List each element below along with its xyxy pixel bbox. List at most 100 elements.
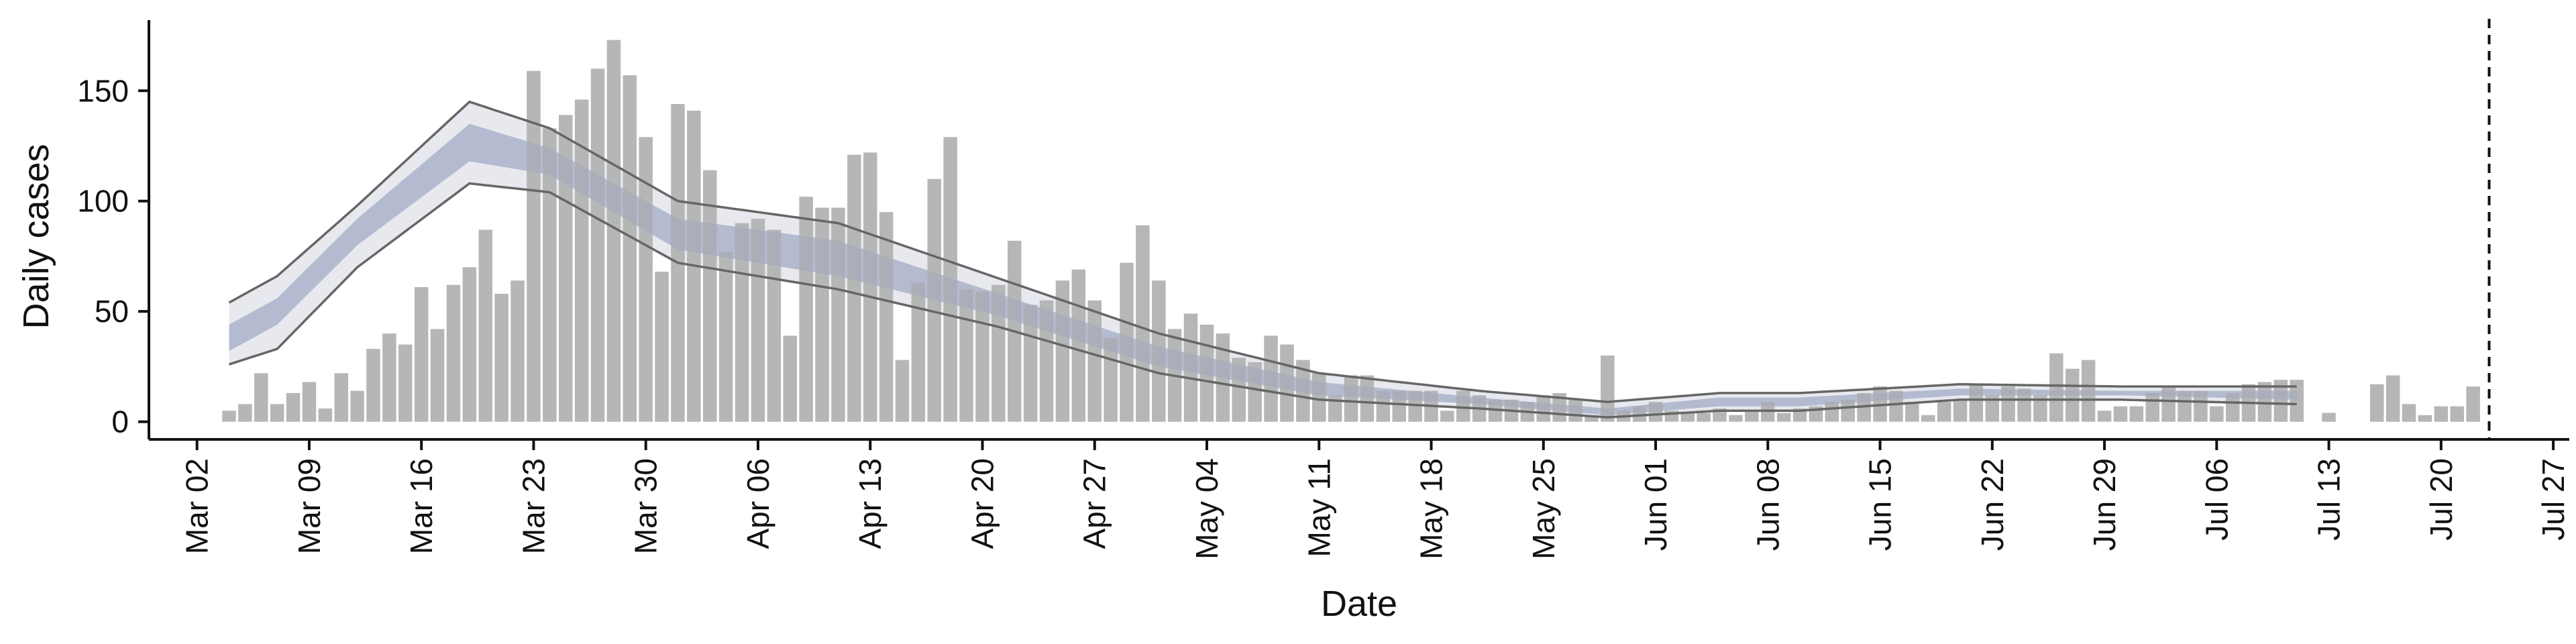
- bar-day-116: [2049, 353, 2063, 422]
- bar-day-67: [1264, 335, 1278, 422]
- bar-day-66: [1248, 362, 1262, 422]
- bar-day-59: [1136, 225, 1150, 422]
- band-50-area: [229, 123, 2297, 415]
- bar-day-139: [2418, 415, 2432, 422]
- bar-day-64: [1216, 333, 1230, 422]
- x-tick-label: Mar 02: [180, 458, 215, 554]
- x-tick-label: May 18: [1414, 458, 1449, 559]
- x-tick-label: Mar 16: [404, 458, 439, 554]
- x-tick-label: Mar 30: [629, 458, 663, 554]
- bar-day-55: [1071, 269, 1086, 422]
- bar-day-20: [511, 280, 525, 422]
- y-axis-ticks: 0 50 100 150: [77, 73, 149, 439]
- estimate-bound-lines: [228, 100, 2297, 419]
- bar-day-133: [2322, 413, 2336, 422]
- daily-cases-bars: [222, 40, 2480, 422]
- bar-day-138: [2402, 404, 2416, 422]
- x-tick-label: Mar 09: [292, 458, 327, 554]
- bar-day-109: [1937, 402, 1951, 422]
- bar-day-96: [1729, 415, 1743, 422]
- bar-day-46: [927, 178, 941, 422]
- bar-day-65: [1232, 358, 1246, 422]
- bar-day-84: [1536, 395, 1550, 422]
- bar-day-142: [2466, 386, 2480, 422]
- y-axis-label: Daily cases: [16, 144, 56, 329]
- bar-day-125: [2194, 390, 2208, 422]
- bar-day-93: [1680, 413, 1695, 422]
- upper-bound-line: [228, 100, 2297, 403]
- bar-day-8: [318, 408, 333, 422]
- y-tick-label: 150: [77, 73, 129, 108]
- bar-day-87: [1585, 415, 1599, 422]
- bar-day-115: [2033, 395, 2047, 422]
- bar-day-91: [1648, 402, 1663, 422]
- lower-bound-line: [228, 182, 2297, 419]
- bar-day-15: [430, 329, 445, 422]
- bar-day-99: [1776, 413, 1791, 422]
- bar-day-22: [543, 128, 557, 422]
- x-tick-label: May 25: [1526, 458, 1561, 559]
- bar-day-21: [527, 70, 541, 422]
- bar-day-24: [574, 99, 589, 422]
- bar-day-14: [414, 287, 429, 422]
- bar-day-25: [590, 68, 605, 422]
- x-tick-label: May 11: [1301, 458, 1336, 557]
- bar-day-47: [943, 137, 957, 422]
- x-tick-label: Jun 29: [2087, 458, 2122, 551]
- x-tick-label: Apr 20: [965, 458, 1000, 549]
- bar-day-72: [1344, 375, 1358, 422]
- y-tick-label: 50: [95, 294, 129, 329]
- bar-day-23: [559, 115, 573, 422]
- bar-day-45: [911, 282, 926, 422]
- bar-day-90: [1632, 406, 1647, 422]
- x-axis-ticks: Mar 02 Mar 09 Mar 16 Mar 23 Mar 30 Apr 06 Apr …: [180, 439, 2571, 559]
- bar-day-110: [1953, 399, 1968, 422]
- bar-day-56: [1087, 300, 1102, 422]
- bar-day-123: [2161, 386, 2176, 422]
- bar-day-3: [238, 404, 252, 422]
- bar-day-107: [1905, 402, 1919, 422]
- bar-day-16: [446, 284, 461, 422]
- bar-day-41: [847, 154, 861, 422]
- bar-day-54: [1055, 280, 1070, 422]
- bar-day-50: [991, 284, 1006, 422]
- bar-day-73: [1360, 375, 1375, 422]
- bar-day-131: [2290, 380, 2304, 422]
- bar-day-60: [1152, 280, 1166, 422]
- bar-day-7: [302, 382, 317, 422]
- bar-day-70: [1312, 373, 1326, 422]
- bar-day-126: [2210, 406, 2224, 422]
- bar-day-13: [398, 344, 413, 422]
- bar-day-74: [1376, 390, 1391, 422]
- bar-day-18: [478, 229, 492, 422]
- x-tick-label: Jul 13: [2312, 458, 2347, 541]
- bar-day-26: [606, 40, 621, 422]
- x-tick-label: Jun 15: [1863, 458, 1898, 551]
- bar-day-63: [1199, 324, 1214, 422]
- bar-day-40: [831, 207, 845, 422]
- bar-day-32: [703, 170, 717, 422]
- x-tick-label: May 04: [1189, 458, 1224, 559]
- bar-day-114: [2017, 388, 2031, 422]
- bar-day-120: [2113, 406, 2128, 422]
- bar-day-4: [254, 373, 268, 422]
- bar-day-119: [2097, 411, 2112, 422]
- bar-day-112: [1985, 395, 1999, 422]
- bar-day-124: [2178, 390, 2192, 422]
- bar-day-75: [1392, 390, 1406, 422]
- bar-day-118: [2081, 360, 2096, 422]
- bar-day-111: [1969, 384, 1984, 422]
- bar-day-2: [222, 411, 236, 422]
- bar-day-117: [2065, 368, 2080, 422]
- x-tick-label: Apr 27: [1077, 458, 1112, 549]
- bar-day-35: [751, 219, 765, 422]
- bar-day-127: [2226, 392, 2240, 422]
- x-tick-label: Apr 06: [741, 458, 775, 549]
- bar-day-69: [1296, 360, 1310, 422]
- bar-day-39: [815, 207, 829, 422]
- x-tick-label: Jul 27: [2536, 458, 2571, 541]
- bar-day-11: [366, 349, 380, 422]
- bar-day-9: [334, 373, 348, 422]
- bar-day-102: [1825, 402, 1839, 422]
